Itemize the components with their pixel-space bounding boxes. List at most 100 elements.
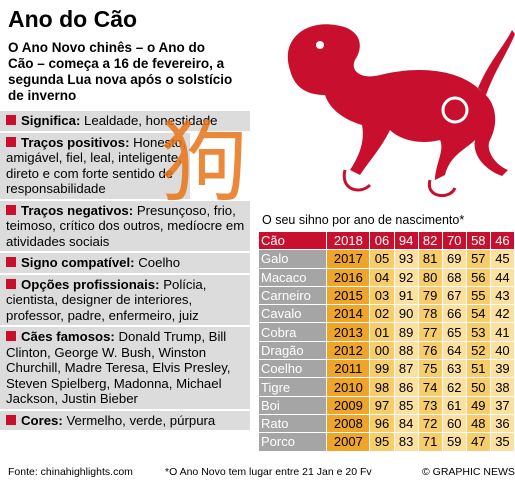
table-cell: 75: [417, 359, 443, 379]
table-cell: 98: [369, 377, 395, 397]
section-label: Opções profissionais:: [6, 277, 160, 292]
table-cell: 74: [417, 377, 443, 397]
table-cell: Macaco: [257, 267, 328, 287]
section: Significa: Lealdade, honestidade: [0, 111, 250, 131]
chinese-character: 狗: [160, 111, 249, 214]
table-cell: 2015: [326, 285, 371, 306]
table-cell: 83: [393, 432, 419, 452]
table-cell: 58: [465, 230, 491, 251]
table-cell: 92: [393, 267, 419, 287]
table-cell: 36: [489, 413, 515, 434]
credit: © GRAPHIC NEWS: [422, 466, 515, 478]
sections: Significa: Lealdade, honestidade Traços p…: [0, 111, 256, 432]
section: Traços negativos: Presunçoso, frio, teim…: [0, 200, 250, 251]
section: Cães famosos: Donald Trump, Bill Clinton…: [0, 327, 250, 409]
table-cell: 73: [417, 395, 443, 415]
table-cell: 85: [393, 395, 419, 415]
table-cell: 99: [369, 359, 395, 379]
table-cell: Carneiro: [257, 285, 328, 306]
table-row: Carneiro 2015 03 91 79 67 55 43: [257, 285, 515, 306]
table-cell: 77: [417, 322, 443, 342]
table-cell: 78: [417, 304, 443, 324]
section-text: Honesto, amigável, fiel, leal, inteligen…: [6, 134, 186, 197]
table-cell: 2014: [326, 304, 371, 324]
table-cell: 82: [417, 230, 443, 251]
section-text: Lealdade, honestidade: [84, 113, 218, 128]
table-cell: Cavalo: [257, 304, 328, 324]
table-cell: 03: [369, 285, 395, 306]
table-cell: 81: [417, 249, 443, 269]
table-row: Cobra 2013 01 89 77 65 53 41: [257, 322, 515, 342]
table-cell: 00: [369, 340, 395, 361]
table-row: Boi 2009 97 85 73 61 49 37: [257, 395, 515, 415]
section-text: Presunçoso, frio, teimoso, crítico dos o…: [6, 202, 245, 249]
table-cell: 55: [465, 285, 491, 306]
table-cell: 01: [369, 322, 395, 342]
table-row: Porco 2007 95 83 71 59 47 35: [257, 432, 515, 452]
section-label: Significa:: [6, 113, 80, 128]
table-row: Coelho 2011 99 87 75 63 51 39: [257, 359, 515, 379]
section: Opções profissionais: Polícia, cientista…: [0, 274, 250, 325]
section-text: Polícia, cientista, designer de interior…: [6, 276, 207, 323]
table-cell: 61: [441, 395, 467, 415]
table-cell: 2012: [326, 340, 371, 361]
table-row: Cavalo 2014 02 90 78 66 54 42: [257, 304, 515, 324]
table-cell: 89: [393, 322, 419, 342]
table-cell: Galo: [257, 249, 328, 269]
table-cell: 2011: [326, 359, 371, 379]
table-cell: 65: [441, 322, 467, 342]
table-cell: 91: [393, 285, 419, 306]
section: Signo compatível: Coelho: [0, 253, 250, 273]
table-cell: 69: [441, 249, 467, 269]
source: Fonte: chinahighlights.com: [8, 466, 133, 478]
table-cell: 39: [489, 359, 515, 379]
table-cell: 88: [393, 340, 419, 361]
table-cell: 57: [465, 249, 491, 269]
table-cell: 42: [489, 304, 515, 324]
note: *O Ano Novo tem lugar entre 21 Jan e 20 …: [165, 466, 372, 478]
table-cell: 64: [441, 340, 467, 361]
table-row: Tigre 2010 98 86 74 62 50 38: [257, 377, 515, 397]
section-text: Vermelho, verde, púrpura: [66, 412, 216, 428]
table-cell: 2009: [326, 395, 371, 415]
table-cell: 44: [489, 267, 515, 287]
section-label: Traços negativos:: [6, 203, 133, 218]
table-cell: 97: [369, 395, 395, 415]
table-row: Dragão 2012 00 88 76 64 52 40: [257, 340, 515, 361]
section-text: Coelho: [138, 255, 181, 270]
table-cell: Dragão: [257, 340, 328, 361]
title: Ano do Cão: [8, 6, 138, 32]
table-cell: 54: [465, 304, 491, 324]
table-row: Macaco 2016 04 92 80 68 56 44: [257, 267, 515, 287]
table-cell: 06: [369, 230, 395, 251]
table-cell: 53: [465, 322, 491, 342]
table-cell: 2008: [326, 413, 371, 434]
table-cell: 40: [489, 340, 515, 361]
table-cell: 96: [369, 413, 395, 434]
dog-illustration: [287, 24, 515, 197]
table-cell: Porco: [257, 432, 328, 452]
section: Cores: Vermelho, verde, púrpura: [0, 410, 250, 430]
table-cell: 38: [489, 377, 515, 397]
table-cell: Cobra: [257, 322, 328, 342]
table-cell: Tigre: [257, 377, 328, 397]
table-cell: 02: [369, 304, 395, 324]
table-cell: 76: [417, 340, 443, 361]
table-cell: 35: [489, 432, 515, 452]
table-cell: Rato: [257, 413, 328, 434]
table-row: Rato 2008 96 84 72 60 48 36: [257, 413, 515, 434]
table-cell: 47: [465, 432, 491, 452]
table-title: O seu sihno por ano de nascimento*: [262, 213, 465, 227]
table-cell: 46: [489, 230, 515, 251]
table-cell: 48: [465, 413, 491, 434]
section-label: Traços positivos:: [6, 135, 129, 150]
table-cell: 66: [441, 304, 467, 324]
table-cell: Cão: [257, 230, 328, 251]
table-cell: Boi: [257, 395, 328, 415]
table-row: Galo 2017 05 93 81 69 57 45: [257, 249, 515, 269]
table-cell: 68: [441, 267, 467, 287]
table-cell: 2010: [326, 377, 371, 397]
section-label: Cores:: [6, 413, 63, 428]
table-cell: 63: [441, 359, 467, 379]
table-cell: 05: [369, 249, 395, 269]
